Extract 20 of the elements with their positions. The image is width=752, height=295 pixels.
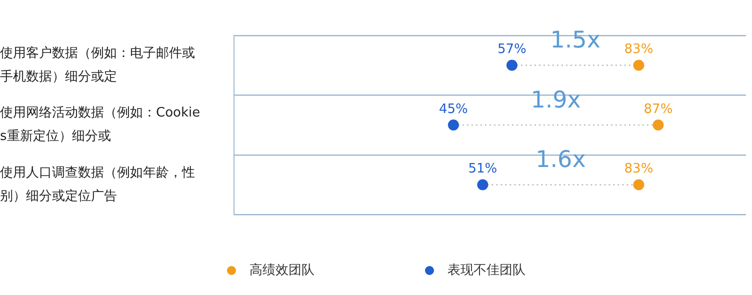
annotation: 1.6x (536, 147, 586, 174)
point (633, 60, 644, 71)
data-label: 45% (438, 102, 468, 117)
point (448, 120, 459, 130)
data-label: 57% (497, 42, 526, 58)
data-label: 87% (644, 102, 673, 117)
data-label: 51% (468, 162, 498, 177)
point (506, 60, 518, 71)
data-label: 83% (624, 162, 654, 177)
point (633, 179, 644, 190)
point (652, 120, 664, 130)
y-tick-label: 使用客户数据（例如：电子邮件或手机数据）细分或定 (0, 44, 195, 84)
data-label: 83% (624, 42, 654, 58)
legend-label: 表现不佳团队 (448, 262, 526, 279)
annotation: 1.5x (550, 28, 600, 54)
y-tick-label: 使用网络活动数据（例如：Cookies重新定位）细分或 (0, 106, 200, 144)
y-tick-label: 使用人口调查数据（例如年龄，性别）细分或定位广告 (0, 165, 195, 204)
annotation: 1.9x (530, 87, 581, 114)
legend-label: 高绩效团队 (250, 262, 314, 279)
point (477, 179, 488, 190)
